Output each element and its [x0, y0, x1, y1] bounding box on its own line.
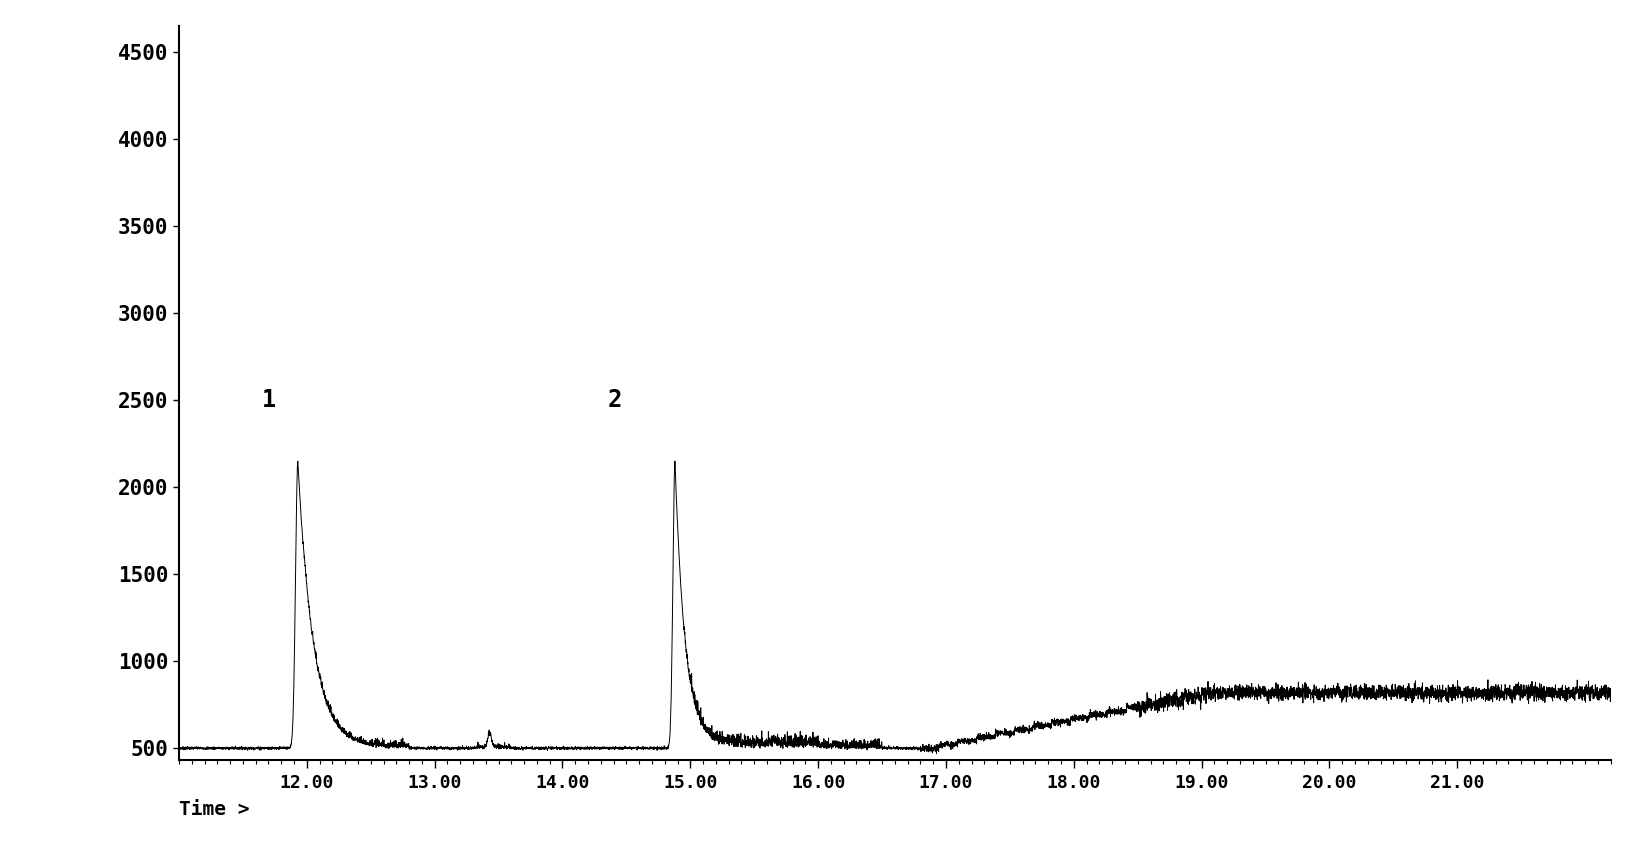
Text: 1: 1 — [262, 388, 277, 412]
Text: Time >: Time > — [179, 800, 249, 819]
Text: 2: 2 — [607, 388, 622, 412]
